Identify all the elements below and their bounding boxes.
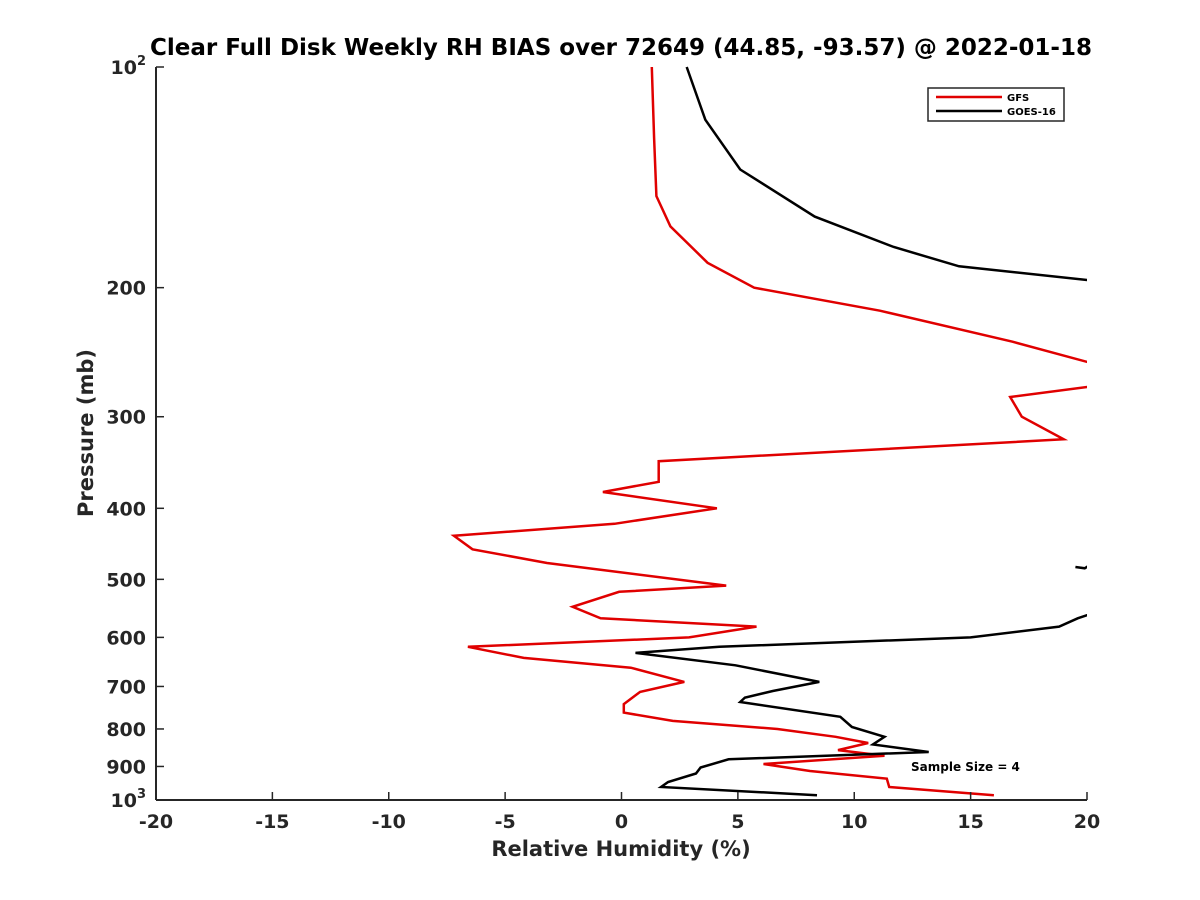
x-tick-label: 15 [957, 811, 983, 833]
y-ticks: 102 200 300 400 500 600 700 800 900 103 [106, 54, 164, 812]
legend-label-gfs: GFS [1007, 93, 1029, 104]
x-tick-label: 10 [841, 811, 867, 833]
x-tick-label: -5 [495, 811, 516, 833]
y-tick-label: 600 [106, 627, 146, 649]
x-tick-label: 20 [1074, 811, 1100, 833]
y-tick-label: 400 [106, 498, 146, 520]
x-tick-label: 5 [731, 811, 744, 833]
y-tick-label: 102 [111, 54, 147, 79]
chart-title: Clear Full Disk Weekly RH BIAS over 7264… [150, 35, 1092, 61]
legend-label-goes16: GOES-16 [1007, 107, 1056, 118]
y-tick-label: 200 [106, 278, 146, 300]
series-line-goes16 [635, 66, 1087, 797]
series-layer [450, 66, 1087, 797]
legend: GFS GOES-16 [927, 87, 1065, 122]
y-axis-label: Pressure (mb) [74, 349, 98, 517]
series-line-gfs [450, 66, 1087, 797]
y-tick-label: 900 [106, 756, 146, 778]
y-tick-label: 500 [106, 569, 146, 591]
x-ticks: -20 -15 -10 -5 0 5 10 15 20 [139, 792, 1100, 833]
y-tick-label: 103 [111, 787, 147, 812]
legend-box [927, 87, 1065, 122]
y-tick-label: 800 [106, 719, 146, 741]
y-tick-label: 700 [106, 676, 146, 698]
x-tick-label: -10 [372, 811, 406, 833]
x-axis-label: Relative Humidity (%) [491, 837, 750, 861]
x-tick-label: -20 [139, 811, 173, 833]
axes [155, 67, 1087, 801]
y-tick-label: 300 [106, 407, 146, 429]
x-tick-label: -15 [255, 811, 289, 833]
x-tick-label: 0 [615, 811, 628, 833]
sample-size-annotation: Sample Size = 4 [911, 760, 1020, 774]
